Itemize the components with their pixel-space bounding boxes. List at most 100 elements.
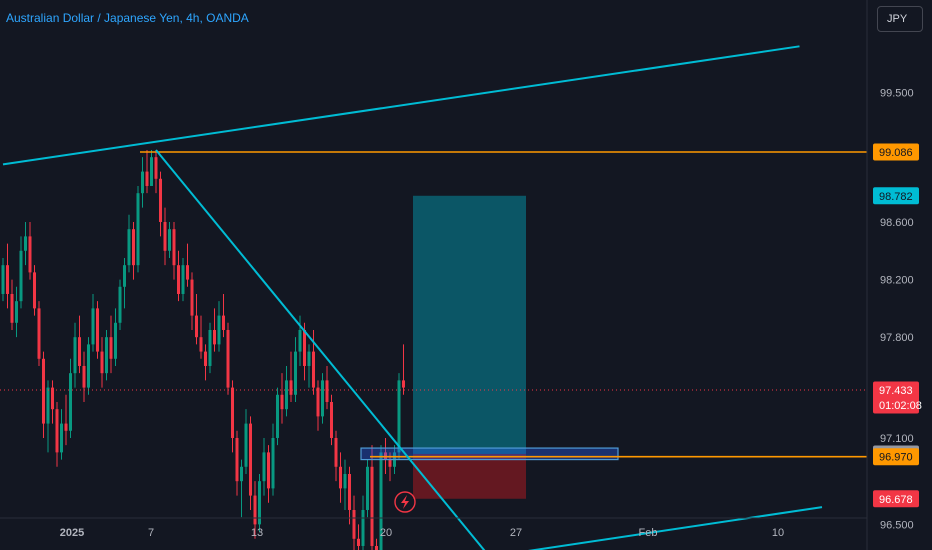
candle bbox=[87, 337, 90, 395]
candle-body bbox=[96, 308, 99, 352]
candle-body bbox=[235, 437, 239, 482]
price-tags: 99.08698.78297.43301:02:0896.98996.97096… bbox=[873, 143, 922, 508]
candle bbox=[73, 322, 77, 388]
candle-body bbox=[33, 272, 36, 309]
candle bbox=[127, 214, 131, 273]
price-tag: 96.970 bbox=[873, 448, 919, 466]
candle bbox=[123, 257, 126, 309]
candle-body bbox=[397, 380, 401, 453]
candle-body bbox=[271, 437, 275, 489]
candle bbox=[235, 430, 239, 496]
candle-body bbox=[321, 380, 324, 417]
candle-body bbox=[240, 466, 243, 482]
candle-body bbox=[172, 229, 176, 266]
candle bbox=[10, 279, 14, 330]
price-tick-label: 98.600 bbox=[880, 217, 914, 229]
candle bbox=[96, 301, 99, 359]
candle-body bbox=[114, 322, 117, 359]
candle bbox=[195, 293, 198, 345]
candle bbox=[186, 243, 189, 287]
candle bbox=[231, 380, 234, 453]
upper-channel-trendline[interactable] bbox=[2, 45, 800, 166]
candle-body bbox=[19, 250, 23, 302]
candle bbox=[190, 272, 194, 330]
candle-body bbox=[55, 409, 59, 453]
candle-body bbox=[199, 337, 203, 352]
price-tick-label: 99.500 bbox=[880, 87, 914, 99]
lightning-icon[interactable] bbox=[394, 491, 416, 513]
stop-zone[interactable] bbox=[413, 453, 526, 499]
candle bbox=[69, 358, 72, 438]
candle-body bbox=[100, 351, 104, 374]
time-tick-label: 2025 bbox=[60, 527, 84, 539]
time-axis[interactable]: 2025 7 13 20 27 Feb 10 bbox=[60, 527, 784, 539]
candle-body bbox=[280, 394, 284, 410]
candle bbox=[348, 466, 351, 525]
candle-body bbox=[370, 466, 374, 546]
candle-body bbox=[294, 351, 297, 395]
candle bbox=[64, 394, 68, 446]
candle-body bbox=[244, 423, 248, 467]
price-tag-bg bbox=[873, 490, 919, 508]
candle bbox=[42, 351, 45, 438]
candle-body bbox=[60, 423, 63, 453]
candle bbox=[6, 243, 9, 309]
price-tag-label: 96.678 bbox=[879, 494, 913, 506]
candle bbox=[262, 437, 266, 496]
candle-body bbox=[136, 193, 140, 266]
candle bbox=[118, 279, 122, 330]
candle-body bbox=[379, 452, 383, 550]
candle-body bbox=[352, 509, 356, 539]
lower-channel-trendline[interactable] bbox=[417, 506, 823, 550]
price-tag-label: 97.433 bbox=[879, 385, 913, 397]
candle bbox=[82, 351, 86, 402]
candle-body bbox=[132, 229, 135, 266]
candle bbox=[352, 495, 356, 550]
candle bbox=[217, 301, 221, 352]
candle-body bbox=[339, 466, 342, 489]
candle bbox=[55, 401, 59, 467]
candle bbox=[289, 351, 293, 402]
candle bbox=[208, 322, 212, 374]
candle-body bbox=[262, 452, 266, 482]
candle-body bbox=[181, 265, 185, 294]
candle-body bbox=[69, 373, 72, 431]
target-zone[interactable] bbox=[413, 195, 526, 454]
price-tag-label: 98.782 bbox=[879, 191, 913, 203]
candle-body bbox=[64, 423, 68, 431]
candle-body bbox=[231, 387, 234, 438]
entry-zone[interactable] bbox=[360, 447, 619, 461]
candle-body bbox=[307, 351, 311, 366]
candle-body bbox=[316, 387, 320, 417]
candle bbox=[357, 524, 360, 550]
candle bbox=[177, 250, 180, 302]
candle bbox=[402, 344, 405, 395]
candle bbox=[181, 257, 185, 302]
candle-body bbox=[303, 329, 306, 366]
time-tick-label: Feb bbox=[639, 527, 658, 539]
candle bbox=[321, 373, 324, 424]
candle bbox=[226, 322, 230, 395]
price-tick-label: 97.800 bbox=[880, 332, 914, 344]
candle bbox=[105, 329, 108, 381]
price-tag-label: 96.970 bbox=[879, 452, 913, 464]
candle-body bbox=[217, 315, 221, 345]
descending-trendline[interactable] bbox=[155, 149, 489, 550]
candle bbox=[60, 409, 63, 460]
candle bbox=[136, 185, 140, 273]
candle bbox=[249, 416, 252, 510]
candle-body bbox=[402, 380, 405, 388]
candle-body bbox=[190, 279, 194, 316]
candle bbox=[316, 380, 320, 431]
candle-body bbox=[159, 178, 162, 222]
price-tag-bg bbox=[873, 448, 919, 466]
candle bbox=[150, 149, 153, 186]
candle bbox=[141, 157, 144, 208]
currency-button[interactable]: JPY bbox=[877, 6, 923, 32]
price-tag: 98.782 bbox=[873, 187, 919, 205]
price-tick-label: 97.100 bbox=[880, 433, 914, 445]
price-tag: 96.678 bbox=[873, 490, 919, 508]
price-tick-label: 98.200 bbox=[880, 275, 914, 287]
candle bbox=[325, 365, 329, 410]
